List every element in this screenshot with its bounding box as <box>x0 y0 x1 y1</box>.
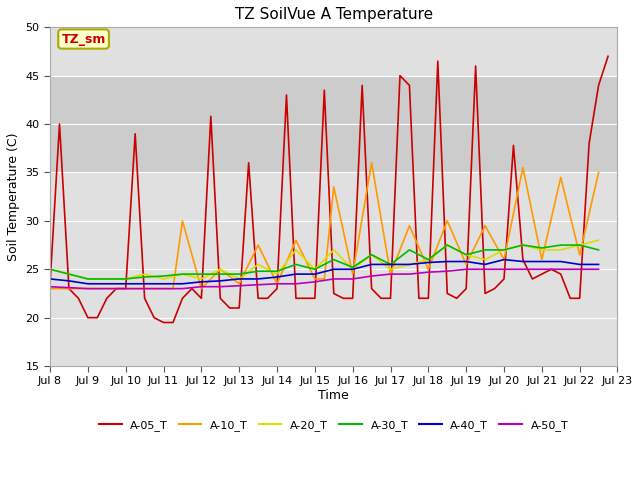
Y-axis label: Soil Temperature (C): Soil Temperature (C) <box>7 132 20 261</box>
Bar <box>50 76 618 172</box>
X-axis label: Time: Time <box>318 389 349 402</box>
Legend: A-05_T, A-10_T, A-20_T, A-30_T, A-40_T, A-50_T: A-05_T, A-10_T, A-20_T, A-30_T, A-40_T, … <box>95 416 573 435</box>
Text: TZ_sm: TZ_sm <box>61 33 106 46</box>
Title: TZ SoilVue A Temperature: TZ SoilVue A Temperature <box>235 7 433 22</box>
